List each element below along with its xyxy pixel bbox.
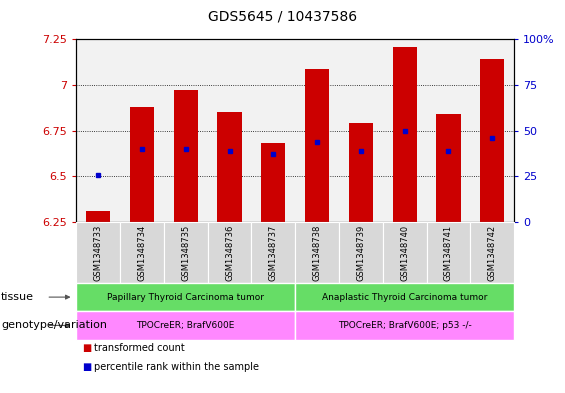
Text: GSM1348736: GSM1348736 xyxy=(225,224,234,281)
Bar xyxy=(261,143,285,222)
Text: GSM1348735: GSM1348735 xyxy=(181,224,190,281)
Bar xyxy=(349,123,373,222)
Text: GSM1348733: GSM1348733 xyxy=(94,224,103,281)
Text: ■: ■ xyxy=(82,343,91,353)
Text: GSM1348739: GSM1348739 xyxy=(357,224,366,281)
Bar xyxy=(218,112,242,222)
Text: ■: ■ xyxy=(82,362,91,372)
Bar xyxy=(305,68,329,222)
Text: percentile rank within the sample: percentile rank within the sample xyxy=(94,362,259,372)
Text: GSM1348742: GSM1348742 xyxy=(488,224,497,281)
Text: GSM1348737: GSM1348737 xyxy=(269,224,278,281)
Text: GSM1348741: GSM1348741 xyxy=(444,224,453,281)
Bar xyxy=(86,211,110,222)
Text: TPOCreER; BrafV600E; p53 -/-: TPOCreER; BrafV600E; p53 -/- xyxy=(338,321,472,330)
Text: Anaplastic Thyroid Carcinoma tumor: Anaplastic Thyroid Carcinoma tumor xyxy=(322,293,488,301)
Bar xyxy=(173,90,198,222)
Text: GSM1348734: GSM1348734 xyxy=(137,224,146,281)
Text: genotype/variation: genotype/variation xyxy=(1,320,107,331)
Text: GSM1348738: GSM1348738 xyxy=(312,224,321,281)
Bar xyxy=(480,59,505,222)
Text: TPOCreER; BrafV600E: TPOCreER; BrafV600E xyxy=(137,321,235,330)
Text: tissue: tissue xyxy=(1,292,34,302)
Bar xyxy=(393,47,417,222)
Text: GSM1348740: GSM1348740 xyxy=(400,224,409,281)
Bar xyxy=(436,114,460,222)
Bar xyxy=(130,107,154,222)
Text: Papillary Thyroid Carcinoma tumor: Papillary Thyroid Carcinoma tumor xyxy=(107,293,264,301)
Text: transformed count: transformed count xyxy=(94,343,185,353)
Text: GDS5645 / 10437586: GDS5645 / 10437586 xyxy=(208,10,357,24)
